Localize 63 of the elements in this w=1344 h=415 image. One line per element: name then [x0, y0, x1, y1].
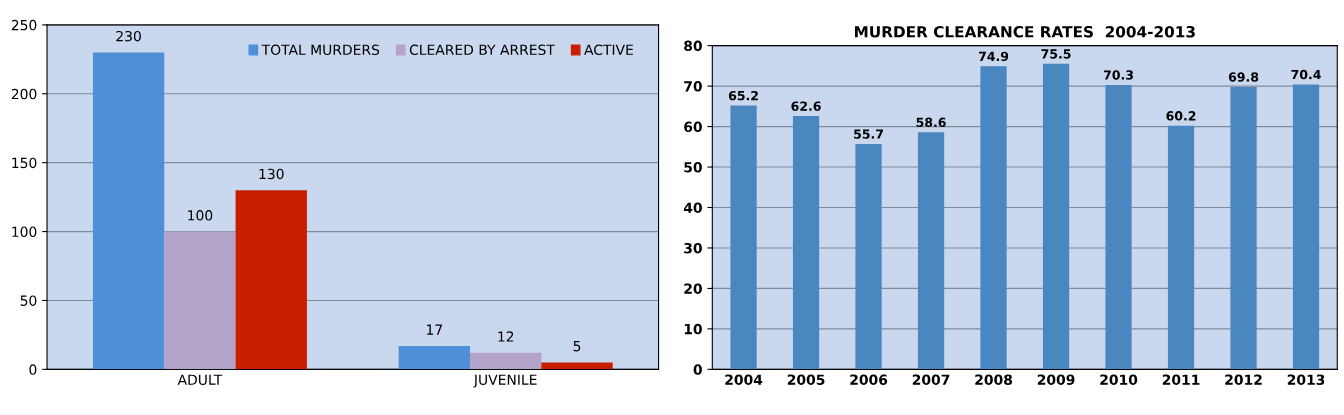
x-tick-label: 2011 — [1162, 374, 1200, 385]
bar — [164, 231, 236, 370]
y-tick-label: 100 — [12, 226, 37, 238]
legend-label: TOTAL MURDERS — [261, 44, 380, 56]
data-label: 12 — [498, 331, 514, 342]
data-label: 74.9 — [978, 51, 1009, 62]
bar — [398, 345, 471, 370]
y-tick-label: 50 — [684, 162, 702, 173]
data-label: 62.6 — [791, 101, 821, 111]
y-tick-label: 0 — [29, 364, 37, 375]
y-tick-label: 20 — [684, 283, 702, 294]
legend-label: CLEARED BY ARREST — [409, 44, 555, 56]
chart-title: MURDER CLEARANCE RATES 2004-2013 — [855, 25, 1195, 38]
y-tick-label: 50 — [20, 295, 37, 306]
data-label: 75.5 — [1041, 49, 1071, 59]
y-tick-label: 200 — [11, 88, 37, 100]
y-tick-label: 0 — [693, 364, 702, 375]
data-label: 70.3 — [1103, 70, 1133, 80]
x-tick-label: 2013 — [1287, 374, 1325, 385]
y-tick-label: 60 — [684, 121, 702, 133]
x-tick-label: 2004 — [725, 374, 763, 385]
bar — [470, 352, 542, 370]
data-label: 5 — [573, 341, 581, 352]
legend-label: ACTIVE — [584, 44, 633, 56]
bar — [92, 52, 165, 370]
x-tick-label: 2009 — [1037, 374, 1075, 385]
bar — [541, 362, 613, 370]
x-tick-label: ADULT — [177, 374, 223, 385]
x-tick-label: 2010 — [1100, 374, 1138, 385]
x-tick-label: 2012 — [1225, 374, 1262, 385]
x-tick-label: 2006 — [850, 374, 888, 385]
bar — [917, 132, 945, 370]
x-tick-label: 2008 — [975, 374, 1013, 385]
y-tick-label: 80 — [684, 40, 702, 52]
bar — [1230, 86, 1257, 370]
x-tick-label: JUVENILE — [473, 374, 537, 388]
bar — [855, 143, 882, 370]
data-label: 65.2 — [728, 90, 758, 101]
y-tick-label: 10 — [684, 323, 702, 335]
x-tick-label: 2005 — [787, 374, 825, 385]
x-tick-label: 2007 — [912, 374, 950, 385]
bar — [235, 190, 307, 370]
data-label: 58.6 — [916, 117, 946, 128]
y-tick-label: 70 — [684, 81, 702, 92]
data-label: 100 — [188, 210, 213, 221]
data-label: 60.2 — [1166, 111, 1196, 121]
bar — [730, 105, 757, 370]
y-tick-label: 250 — [11, 19, 37, 31]
bar — [1167, 125, 1195, 370]
data-label: 55.7 — [854, 129, 883, 139]
data-label: 17 — [427, 324, 442, 335]
bar — [792, 116, 820, 370]
data-label: 70.4 — [1291, 69, 1321, 80]
data-label: 69.8 — [1228, 72, 1259, 82]
bar — [1105, 84, 1132, 370]
y-tick-label: 40 — [683, 202, 702, 213]
y-tick-label: 30 — [684, 242, 702, 254]
data-label: 130 — [259, 168, 284, 180]
y-tick-label: 150 — [12, 157, 37, 169]
bar — [1292, 84, 1320, 370]
bar — [980, 66, 1007, 370]
data-label: 230 — [116, 30, 141, 42]
bar — [1042, 63, 1070, 370]
